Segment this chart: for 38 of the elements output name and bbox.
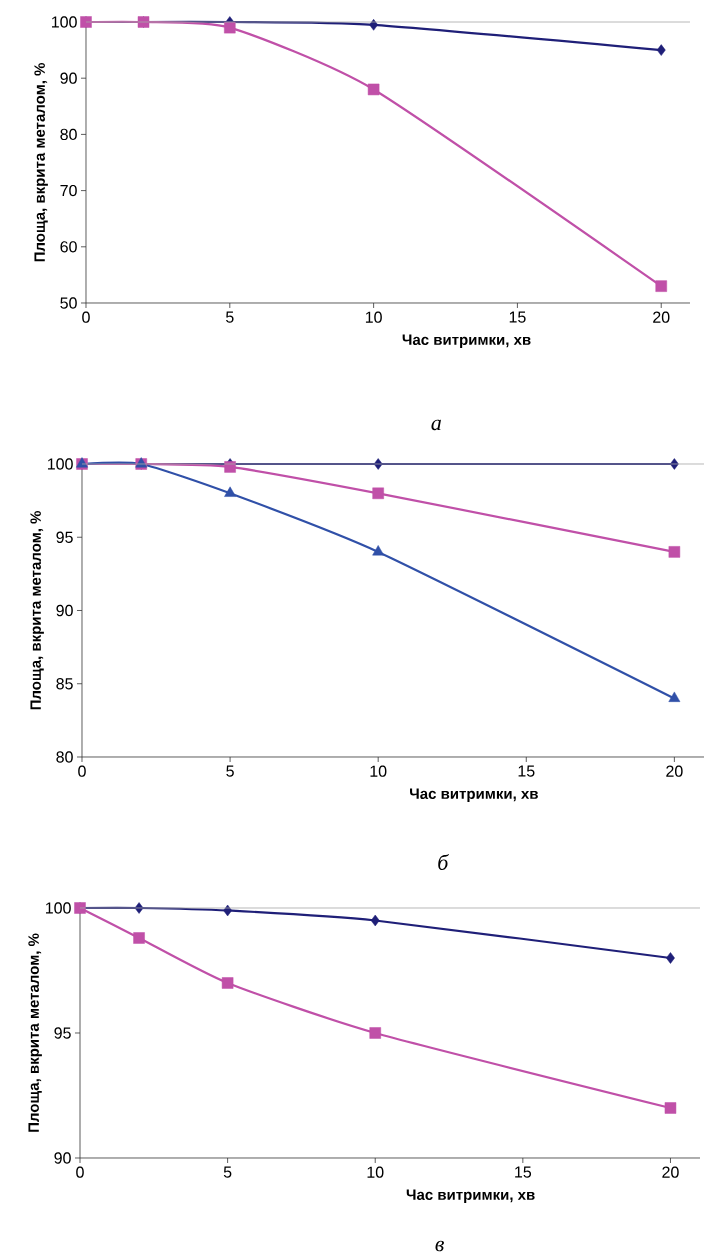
y-tick-label: 95 xyxy=(56,531,73,543)
y-tick-label: 60 xyxy=(60,241,77,253)
y-tick-label: 90 xyxy=(60,72,77,84)
x-tick-label: 10 xyxy=(367,1166,384,1178)
x-tick-label: 10 xyxy=(365,311,382,323)
y-tick-label: 95 xyxy=(54,1027,71,1039)
x-tick-label: 5 xyxy=(226,311,234,323)
x-axis-title: Час витримки, хв xyxy=(410,788,538,802)
y-tick-label: 100 xyxy=(45,902,71,914)
y-tick-label: 70 xyxy=(60,184,77,197)
x-tick-label: 20 xyxy=(662,1166,679,1178)
x-tick-label: 10 xyxy=(370,765,387,777)
text: в xyxy=(435,1240,444,1252)
y-tick-label: 100 xyxy=(47,458,73,470)
y-tick-label: 90 xyxy=(56,604,73,617)
x-tick-label: 20 xyxy=(653,311,670,323)
x-tick-label: 0 xyxy=(78,765,86,777)
x-tick-label: 20 xyxy=(666,765,683,777)
y-tick-label: 100 xyxy=(51,16,77,28)
x-tick-label: 15 xyxy=(509,311,526,323)
x-axis-title: Час витримки, хв xyxy=(406,1189,535,1203)
x-axis-title: Час витримки, хв xyxy=(402,334,531,348)
y-axis-title: Площа, вкрита металом, % xyxy=(30,511,44,710)
y-axis-title: Площа, вкрита металом, % xyxy=(28,933,42,1132)
x-tick-label: 5 xyxy=(223,1166,232,1178)
y-tick-label: 90 xyxy=(54,1152,71,1164)
y-tick-label: 80 xyxy=(56,751,73,763)
y-tick-label: 50 xyxy=(60,297,77,309)
x-tick-label: 0 xyxy=(76,1166,84,1178)
x-tick-label: 15 xyxy=(518,765,535,777)
x-tick-label: 0 xyxy=(82,311,90,323)
y-tick-label: 85 xyxy=(56,678,73,690)
text: б xyxy=(438,854,449,870)
text: а xyxy=(431,419,441,431)
x-tick-label: 15 xyxy=(515,1166,532,1178)
y-tick-label: 80 xyxy=(60,128,77,141)
y-axis-title: Площа, вкрита металом, % xyxy=(34,63,48,262)
x-tick-label: 5 xyxy=(226,765,234,777)
